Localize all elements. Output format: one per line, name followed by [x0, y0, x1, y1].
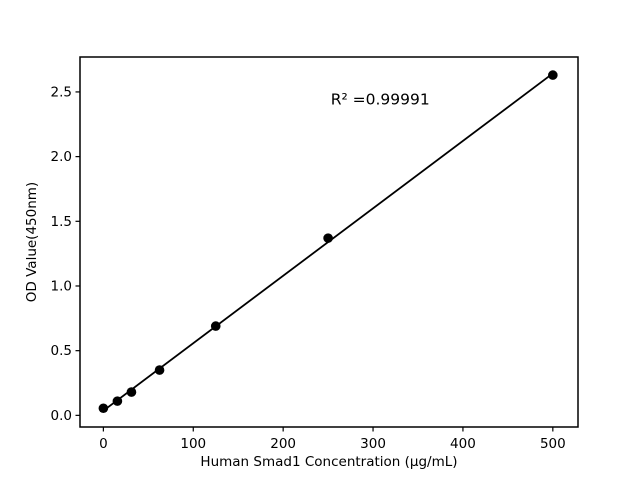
- y-tick-label: 1.0: [51, 278, 72, 294]
- x-tick-label: 100: [180, 436, 206, 452]
- data-point: [323, 233, 333, 243]
- data-point: [112, 396, 123, 406]
- data-point: [548, 70, 558, 80]
- y-tick-label: 2.0: [51, 149, 72, 165]
- data-point: [154, 365, 165, 375]
- y-axis-label: OD Value(450nm): [24, 182, 40, 302]
- x-tick-label: 200: [270, 436, 296, 452]
- y-tick-label: 2.5: [51, 84, 72, 100]
- x-tick-label: 400: [450, 436, 476, 452]
- data-point: [210, 321, 221, 331]
- y-tick-label: 1.5: [51, 214, 72, 230]
- data-point: [98, 403, 109, 414]
- y-tick-label: 0.0: [51, 408, 72, 424]
- x-tick-label: 300: [360, 436, 386, 452]
- y-tick-label: 0.5: [51, 343, 72, 359]
- data-point: [126, 387, 137, 397]
- r-squared-annotation: R² =0.99991: [331, 91, 430, 109]
- x-axis-label: Human Smad1 Concentration (μg/mL): [200, 454, 457, 470]
- x-tick-label: 500: [540, 436, 566, 452]
- axes-border: [79, 56, 579, 428]
- x-tick-label: 0: [99, 436, 108, 452]
